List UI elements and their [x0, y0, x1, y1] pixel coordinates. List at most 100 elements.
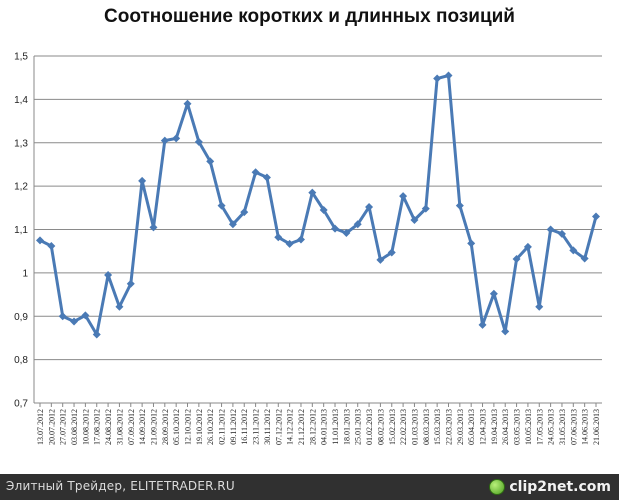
x-tick-label: 21.09.2012 — [149, 409, 158, 445]
data-point — [557, 229, 566, 238]
data-point — [36, 236, 44, 245]
data-point — [285, 239, 294, 248]
x-tick-label: 05.04.2013 — [467, 409, 476, 445]
x-tick-label: 14.09.2012 — [138, 409, 147, 445]
watermark-text: clip2net.com — [509, 479, 611, 495]
data-point — [126, 279, 135, 288]
data-point — [331, 224, 340, 233]
y-tick-label: 1 — [22, 268, 28, 279]
x-tick-label: 16.11.2012 — [240, 409, 249, 445]
y-axis: 0,7 0,8 0,9 1 1,1 1,2 1,3 1,4 1,5 — [14, 52, 35, 410]
x-tick-label: 27.07.2012 — [59, 409, 68, 445]
data-point — [523, 242, 532, 251]
x-tick-label: 25.01.2013 — [354, 409, 363, 445]
data-point — [104, 271, 113, 280]
x-tick-label: 19.04.2013 — [490, 409, 499, 445]
x-tick-label: 17.05.2013 — [535, 409, 544, 445]
data-point — [160, 136, 169, 145]
gridlines — [34, 55, 602, 404]
x-tick-label: 03.05.2013 — [513, 409, 522, 445]
data-point — [342, 228, 351, 237]
data-point — [138, 176, 147, 185]
x-tick-label: 14.06.2013 — [581, 409, 590, 445]
x-tick-label: 01.03.2013 — [410, 409, 419, 445]
data-point — [274, 233, 283, 242]
y-tick-label: 1,1 — [14, 225, 28, 236]
data-point — [217, 201, 226, 210]
data-point — [376, 255, 385, 264]
y-tick-label: 1,4 — [14, 95, 28, 106]
data-point — [149, 223, 158, 232]
x-tick-label: 12.10.2012 — [184, 409, 193, 445]
x-tick-label: 26.04.2013 — [501, 409, 510, 445]
data-point — [592, 212, 600, 221]
data-point — [319, 205, 328, 214]
data-point — [308, 188, 317, 197]
x-tick-label: 20.07.2012 — [47, 409, 56, 445]
data-point — [365, 202, 374, 211]
x-tick-label: 24.08.2012 — [104, 409, 113, 445]
data-point — [115, 302, 124, 311]
x-tick-label: 24.05.2013 — [547, 409, 556, 445]
data-point — [421, 204, 430, 213]
data-point — [172, 134, 181, 143]
footer-caption: Элитный Трейдер, ELITETRADER.RU — [6, 479, 235, 493]
data-point — [206, 157, 215, 166]
x-tick-label: 08.02.2013 — [376, 409, 385, 445]
x-tick-label: 10.08.2012 — [81, 409, 90, 445]
x-tick-label: 12.04.2013 — [479, 409, 488, 445]
x-tick-label: 17.08.2012 — [93, 409, 102, 445]
data-point — [47, 241, 56, 250]
data-point — [444, 71, 453, 80]
x-tick-label: 28.09.2012 — [161, 409, 170, 445]
y-tick-label: 0,7 — [14, 399, 28, 410]
data-point — [353, 220, 362, 229]
data-point — [501, 327, 510, 336]
y-tick-label: 0,8 — [14, 355, 28, 366]
watermark: clip2net.com — [489, 477, 611, 497]
x-tick-label: 31.05.2013 — [558, 409, 567, 445]
data-point — [194, 137, 203, 146]
data-point — [478, 320, 487, 329]
x-tick-label: 15.03.2013 — [433, 409, 442, 445]
data-point — [240, 208, 249, 217]
data-point — [228, 220, 237, 229]
x-tick-label: 19.10.2012 — [195, 409, 204, 445]
data-point — [467, 239, 476, 248]
x-tick-label: 30.11.2012 — [263, 409, 272, 445]
data-point — [296, 235, 305, 244]
data-point — [455, 201, 464, 210]
data-point — [92, 330, 101, 339]
chart-title: Соотношение коротких и длинных позиций — [104, 6, 515, 27]
x-tick-label: 26.10.2012 — [206, 409, 215, 445]
data-point — [262, 173, 271, 182]
x-tick-label: 15.02.2013 — [388, 409, 397, 445]
x-tick-label: 22.02.2013 — [399, 409, 408, 445]
data-point — [183, 99, 192, 108]
line-chart: 0,7 0,8 0,9 1 1,1 1,2 1,3 1,4 1,5 13.07.2012 20.0… — [14, 52, 602, 445]
footer-bar: Элитный Трейдер, ELITETRADER.RU clip2net… — [0, 474, 619, 500]
watermark-logo-icon — [489, 479, 506, 495]
x-axis: 13.07.2012 20.07.2012 27.07.2012 03.08.2012… — [36, 403, 601, 445]
x-tick-label: 21.06.2013 — [592, 409, 601, 445]
x-tick-label: 08.03.2013 — [422, 409, 431, 445]
data-point — [546, 225, 555, 234]
x-tick-label: 11.01.2013 — [331, 409, 340, 445]
x-tick-label: 07.06.2013 — [569, 409, 578, 445]
data-point — [81, 311, 90, 320]
series-line — [36, 71, 600, 339]
data-point — [580, 254, 589, 263]
x-tick-label: 02.11.2012 — [218, 409, 227, 445]
y-tick-label: 1,5 — [14, 52, 28, 63]
x-tick-label: 05.10.2012 — [172, 409, 181, 445]
x-tick-label: 29.03.2013 — [456, 409, 465, 445]
data-point — [489, 289, 498, 298]
x-tick-label: 23.11.2012 — [252, 409, 261, 445]
series-polyline — [39, 74, 598, 336]
data-point — [433, 74, 442, 83]
data-point — [399, 192, 408, 201]
y-tick-label: 1,3 — [14, 138, 28, 149]
y-tick-label: 1,2 — [14, 182, 28, 193]
data-point — [535, 302, 544, 311]
x-tick-label: 01.02.2013 — [365, 409, 374, 445]
